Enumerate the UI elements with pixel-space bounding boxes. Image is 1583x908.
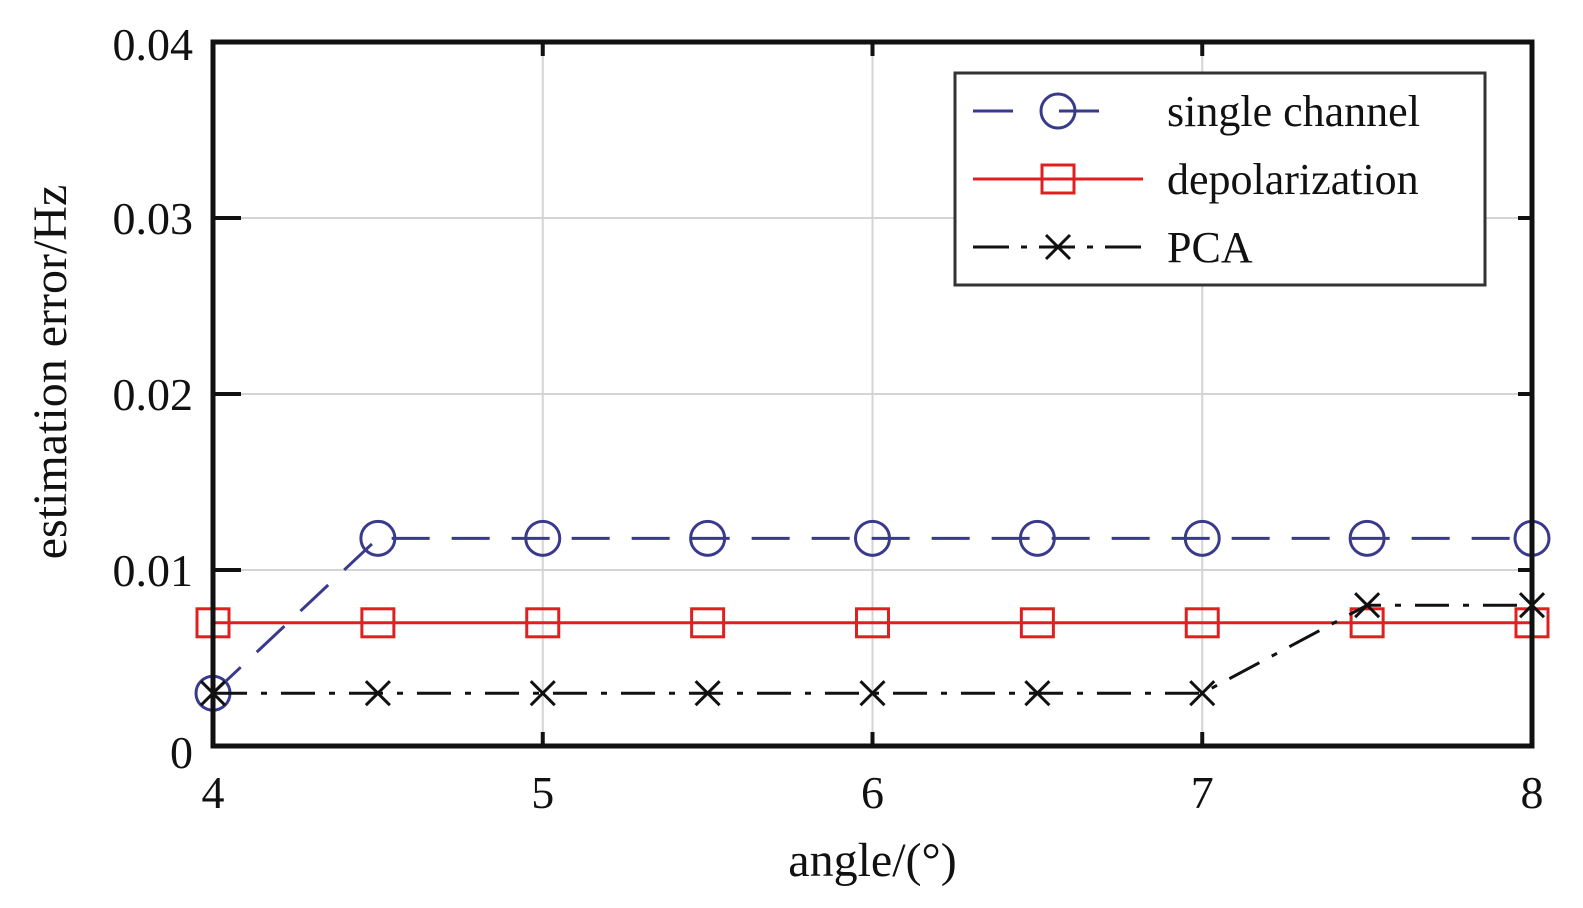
x-tick-label: 5 [531, 767, 554, 818]
x-marker-stroke [1024, 680, 1051, 707]
data-point [1018, 519, 1056, 557]
legend-swatch-marker [1044, 233, 1072, 261]
x-marker-stroke [1354, 592, 1381, 619]
y-axis-title: estimation error/Hz [24, 185, 77, 560]
series-layer [194, 519, 1551, 712]
series-line [213, 603, 1532, 695]
data-point [1184, 607, 1220, 639]
legend-item: depolarization [973, 155, 1419, 204]
data-point [689, 519, 727, 557]
data-point [1024, 680, 1051, 707]
legend-label: depolarization [1167, 155, 1419, 204]
x-marker-stroke [1189, 680, 1216, 707]
x-marker-stroke [529, 680, 556, 707]
x-tick-labels: 4 5 6 7 8 [202, 767, 1544, 818]
x-tick-label: 6 [861, 767, 884, 818]
legend-label: PCA [1167, 223, 1253, 272]
series-x [199, 592, 1546, 707]
data-point [694, 680, 721, 707]
y-tick-label: 0.02 [113, 369, 194, 420]
x-tick-label: 4 [202, 767, 225, 818]
data-point [1348, 519, 1386, 557]
data-point [690, 607, 726, 639]
axis-ticks [211, 40, 1534, 748]
x-axis-title: angle/(°) [788, 834, 956, 887]
y-tick-label: 0.01 [113, 545, 194, 596]
legend-item: single channel [973, 87, 1420, 136]
x-marker-stroke [1044, 233, 1072, 261]
data-point [859, 680, 886, 707]
data-point [525, 607, 561, 639]
data-point [1189, 680, 1216, 707]
x-tick-label: 7 [1191, 767, 1214, 818]
series-circle [194, 519, 1551, 712]
x-marker-stroke [364, 680, 391, 707]
x-marker-stroke [859, 680, 886, 707]
data-point [529, 680, 556, 707]
data-point [855, 607, 890, 639]
legend: single channel depolarization PCA [953, 71, 1487, 287]
data-point [1183, 519, 1221, 557]
y-tick-label: 0 [170, 727, 193, 778]
data-point [360, 607, 396, 639]
series-line [211, 536, 1532, 695]
data-point [364, 680, 391, 707]
legend-swatch-marker [1040, 163, 1076, 195]
x-tick-label: 8 [1521, 767, 1544, 818]
y-tick-label: 0.04 [113, 19, 194, 70]
data-point [524, 519, 562, 557]
series-square [195, 607, 1550, 639]
data-point [359, 519, 397, 557]
legend-items: single channel depolarization PCA [973, 87, 1420, 272]
data-point [1354, 592, 1381, 619]
y-tick-labels: 0 0.01 0.02 0.03 0.04 [113, 19, 194, 778]
legend-swatch-marker [1039, 92, 1077, 130]
data-point [1349, 607, 1385, 639]
data-point [1019, 607, 1055, 639]
x-marker-stroke [694, 680, 721, 707]
y-tick-label: 0.03 [113, 193, 194, 244]
data-point [854, 519, 891, 557]
legend-item: PCA [973, 223, 1253, 272]
legend-label: single channel [1167, 87, 1420, 136]
